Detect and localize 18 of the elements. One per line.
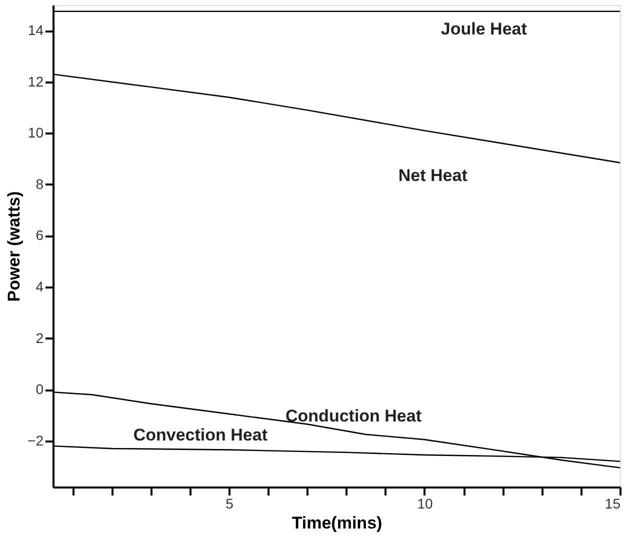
y-tick-label: 8 xyxy=(36,176,44,192)
y-tick-label: 0 xyxy=(36,381,44,398)
y-axis-title: Power (watts) xyxy=(4,191,24,302)
y-tick-label: 2 xyxy=(36,330,44,346)
series-label: Conduction Heat xyxy=(286,406,422,426)
y-tick-label: 10 xyxy=(28,124,44,141)
x-tick-label: 10 xyxy=(417,496,433,512)
x-axis-title: Time(mins) xyxy=(292,514,382,532)
y-tick-label: −2 xyxy=(28,432,44,448)
series-label: Convection Heat xyxy=(133,426,268,445)
series-label: Joule Heat xyxy=(440,19,528,38)
x-tick-label: 5 xyxy=(226,496,234,512)
y-tick-label: 14 xyxy=(28,22,44,38)
series-label: Net Heat xyxy=(398,166,468,186)
y-tick-label: 12 xyxy=(28,73,44,90)
y-tick-label: 6 xyxy=(36,227,44,244)
x-tick-label: 15 xyxy=(604,496,621,512)
y-tick-label: 4 xyxy=(36,278,44,295)
